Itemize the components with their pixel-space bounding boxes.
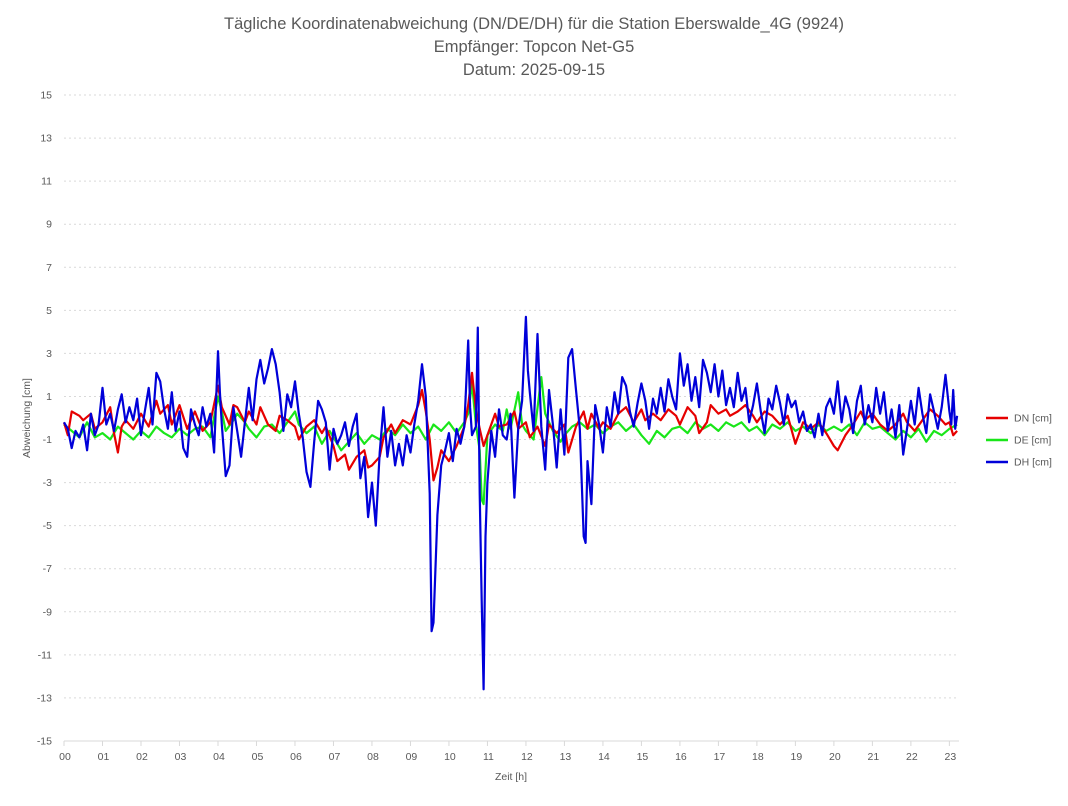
x-tick-label: 09 — [406, 751, 418, 763]
chart-title-line-2: Empfänger: Topcon Net-G5 — [434, 38, 635, 56]
legend-label: DH [cm] — [1014, 457, 1052, 469]
x-tick-label: 06 — [290, 751, 302, 763]
y-tick-label: 5 — [46, 305, 52, 317]
y-tick-label: -7 — [43, 563, 52, 575]
series-lines — [62, 315, 959, 691]
y-tick-label: -5 — [43, 520, 52, 532]
x-tick-label: 20 — [829, 751, 841, 763]
y-tick-label: -3 — [43, 477, 52, 489]
x-tick-label: 23 — [945, 751, 957, 763]
x-tick-label: 11 — [483, 751, 494, 763]
y-tick-label: 7 — [46, 262, 52, 274]
x-tick-label: 22 — [906, 751, 918, 763]
y-tick-label: 3 — [46, 348, 52, 360]
x-tick-label: 10 — [444, 751, 456, 763]
y-tick-label: 1 — [46, 391, 52, 403]
x-tick-label: 08 — [367, 751, 379, 763]
gridlines — [63, 94, 959, 746]
y-tick-label: -15 — [37, 736, 52, 748]
y-axis-label: Abweichung [cm] — [21, 378, 33, 458]
legend: DN [cm] DE [cm] DH [cm] — [986, 413, 1052, 469]
x-tick-label: 21 — [868, 751, 880, 763]
series-line-dh — [63, 315, 959, 691]
y-tick-label: 11 — [41, 176, 52, 188]
y-tick-label: 9 — [46, 219, 52, 231]
x-tick-label: 19 — [791, 751, 803, 763]
x-tick-label: 04 — [213, 751, 225, 763]
x-axis-label: Zeit [h] — [495, 771, 527, 783]
y-tick-label: -11 — [38, 649, 53, 661]
y-tick-label: -9 — [43, 606, 52, 618]
x-tick-label: 07 — [329, 751, 341, 763]
x-tick-label: 13 — [560, 751, 572, 763]
legend-label: DE [cm] — [1014, 435, 1051, 447]
legend-label: DN [cm] — [1014, 413, 1052, 425]
x-axis-tick-labels: 00 01 02 03 04 05 06 07 08 09 10 11 12 13 14 15 16 17 18 19… — [59, 751, 956, 763]
x-tick-label: 18 — [752, 751, 764, 763]
x-tick-label: 16 — [675, 751, 687, 763]
x-tick-label: 00 — [59, 751, 71, 763]
x-tick-label: 12 — [521, 751, 533, 763]
x-tick-label: 15 — [637, 751, 649, 763]
x-tick-label: 05 — [252, 751, 264, 763]
chart-title-line-3: Datum: 2025-09-15 — [463, 61, 605, 79]
y-tick-label: -1 — [43, 434, 52, 446]
y-tick-label: 15 — [40, 90, 52, 102]
chart-title-line-1: Tägliche Koordinatenabweichung (DN/DE/DH… — [224, 15, 844, 33]
y-axis-tick-labels: 15 13 11 9 7 5 3 1 -1 -3 -5 -7 -9 -11 -13 -15 — [37, 90, 52, 748]
x-tick-label: 02 — [136, 751, 148, 763]
x-tick-label: 01 — [98, 751, 110, 763]
y-tick-label: -13 — [37, 692, 52, 704]
x-tick-label: 14 — [598, 751, 610, 763]
chart-title: Tägliche Koordinatenabweichung (DN/DE/DH… — [224, 15, 844, 79]
y-tick-label: 13 — [40, 133, 52, 145]
x-tick-label: 17 — [714, 751, 726, 763]
x-tick-label: 03 — [175, 751, 187, 763]
